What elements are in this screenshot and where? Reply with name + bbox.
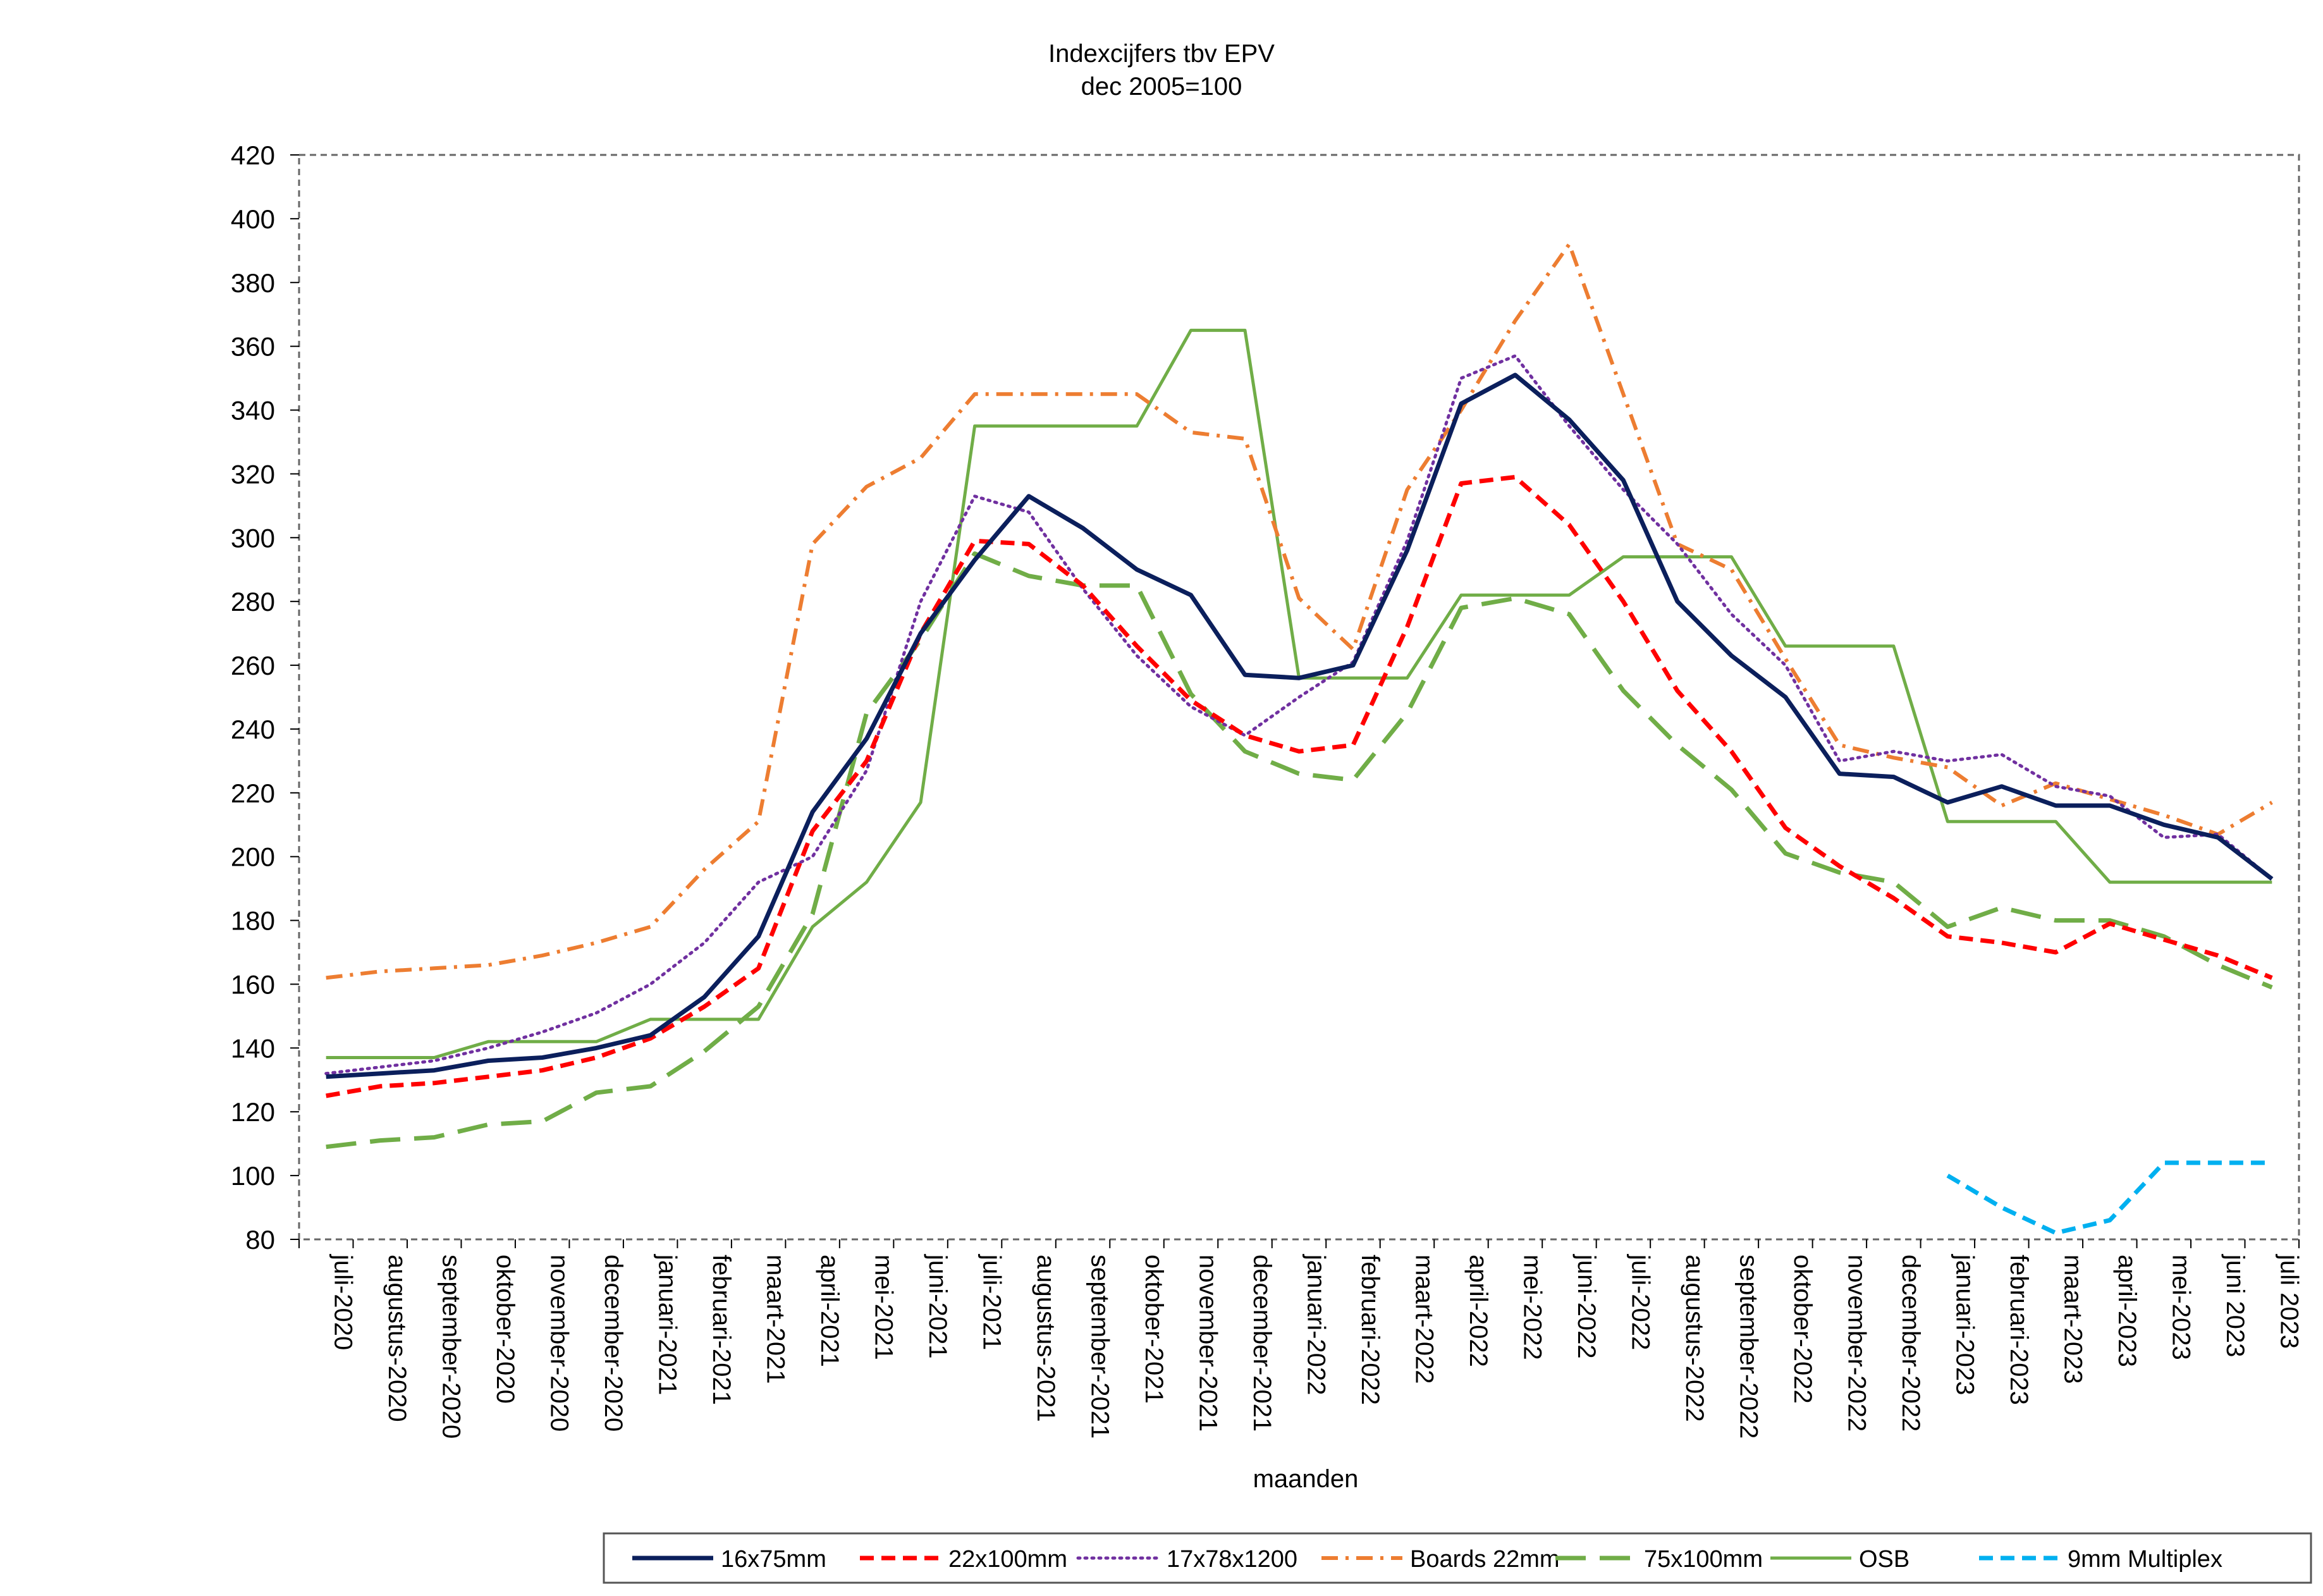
y-tick-label: 400 [231,204,275,234]
legend-label: Boards 22mm [1410,1546,1560,1573]
y-tick-label: 180 [231,906,275,936]
x-tick-label: maart-2023 [2059,1255,2087,1384]
series-line-75x100mm [326,551,2273,1150]
y-tick-label: 340 [231,396,275,426]
x-tick-label: oktober-2020 [491,1255,519,1404]
x-axis: juli-2020 augustus-2020 september-2020 okto… [298,1239,2303,1439]
chart-subtitle: dec 2005=100 [1081,73,1242,101]
y-tick-label: 240 [231,715,275,744]
x-tick-label: januari-2023 [1951,1254,1978,1395]
x-axis-label: maanden [1253,1465,1359,1493]
y-tick-label: 260 [231,651,275,680]
x-tick-label: juni-2021 [924,1254,952,1359]
x-tick-label: september-2022 [1734,1255,1762,1439]
y-tick-label: 160 [231,969,275,999]
y-tick-label: 380 [231,268,275,298]
y-tick-label: 280 [231,587,275,617]
x-tick-label: november-2022 [1842,1255,1870,1432]
legend-label: OSB [1859,1546,1909,1573]
x-tick-label: juni 2023 [2221,1254,2249,1357]
legend-label: 17x78x1200 [1167,1546,1297,1573]
x-tick-label: januari-2022 [1302,1254,1330,1395]
y-tick-label: 120 [231,1097,275,1127]
x-tick-label: februari-2023 [2005,1255,2033,1405]
series-lines [324,242,2274,1236]
x-tick-label: mei-2021 [870,1255,898,1360]
series-line-22x100mm [326,475,2273,1098]
x-tick-label: juli-2022 [1626,1254,1654,1350]
series-line-16x75mm [326,372,2274,1079]
x-tick-label: maart-2021 [762,1255,790,1384]
y-tick-label: 300 [231,523,275,553]
x-tick-label: oktober-2022 [1789,1255,1817,1404]
y-tick-label: 80 [245,1225,275,1255]
x-tick-label: augustus-2021 [1032,1255,1060,1422]
x-tick-label: februari-2021 [708,1255,735,1405]
x-tick-label: september-2020 [438,1255,465,1439]
y-tick-label: 200 [231,842,275,872]
x-tick-label: april-2022 [1464,1255,1492,1367]
series-line-17x78x1200 [324,354,2274,1076]
x-tick-label: april-2023 [2113,1255,2141,1367]
x-tick-label: maart-2022 [1410,1255,1438,1384]
x-tick-label: juli-2021 [978,1254,1006,1350]
x-tick-label: augustus-2020 [383,1255,411,1422]
y-tick-label: 220 [231,778,275,808]
y-tick-label: 360 [231,332,275,362]
x-tick-label: december-2020 [599,1255,627,1432]
x-tick-label: juli 2023 [2275,1254,2303,1349]
y-tick-label: 320 [231,459,275,489]
plot-area [298,154,2300,1241]
x-tick-label: augustus-2022 [1681,1255,1708,1422]
legend: 16x75mm 22x100mm 17x78x1200 Boards 22mm 75x1… [603,1532,2312,1584]
legend-label: 16x75mm [721,1546,826,1573]
legend-label: 9mm Multiplex [2068,1546,2222,1573]
x-tick-label: april-2021 [816,1255,843,1367]
x-tick-label: november-2021 [1194,1255,1222,1432]
x-tick-label: juni-2022 [1572,1254,1600,1359]
y-axis: 80 100 120 140 160 180 200 220 240 260 280 300 320 34… [231,140,299,1255]
y-tick-label: 100 [231,1161,275,1191]
legend-label: 22x100mm [948,1546,1067,1573]
x-tick-label: januari-2021 [654,1254,682,1395]
x-tick-label: februari-2022 [1356,1255,1384,1405]
y-tick-label: 140 [231,1033,275,1063]
x-tick-label: november-2020 [546,1255,573,1432]
x-tick-label: mei-2022 [1518,1255,1546,1360]
x-tick-label: oktober-2021 [1140,1255,1168,1404]
x-tick-label: september-2021 [1086,1255,1114,1439]
x-tick-label: juli-2020 [329,1254,357,1350]
series-line-boards-22mm [326,242,2273,980]
series-line-osb [326,328,2272,1059]
legend-label: 75x100mm [1644,1546,1763,1573]
y-tick-label: 420 [231,140,275,170]
x-tick-label: december-2022 [1897,1255,1925,1432]
x-tick-label: mei-2023 [2167,1255,2195,1360]
chart-title: Indexcijfers tbv EPV [1048,40,1275,68]
series-line-9mm-multiplex [1946,1160,2272,1236]
x-tick-label: december-2021 [1248,1255,1276,1432]
